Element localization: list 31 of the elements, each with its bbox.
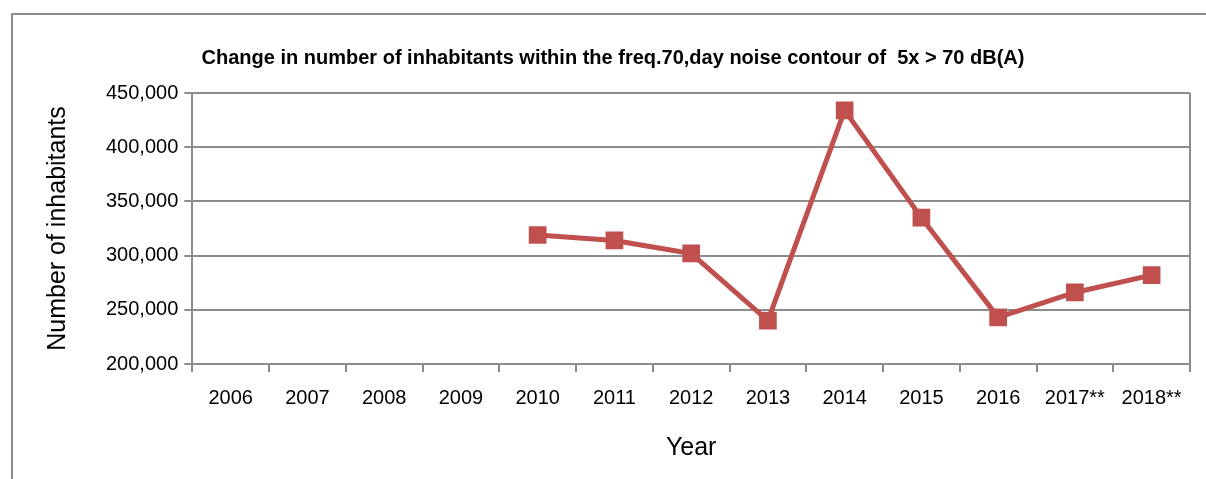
x-tick-label: 2010 xyxy=(515,385,560,408)
y-axis-title: Number of inhabitants xyxy=(41,106,70,351)
x-axis-title: Year xyxy=(665,431,717,460)
point xyxy=(759,311,777,330)
y-tick-label: 200,000 xyxy=(106,351,179,374)
x-tick-label: 2009 xyxy=(438,385,484,408)
x-tick-label: 2014 xyxy=(822,385,867,408)
point xyxy=(1142,266,1161,284)
point xyxy=(835,101,854,120)
x-tick-label: 2006 xyxy=(208,385,253,408)
x-tick-label: 2008 xyxy=(361,385,407,408)
y-tick-label: 400,000 xyxy=(106,134,179,157)
x-tick-label: 2018** xyxy=(1121,385,1182,408)
y-tick-label: 450,000 xyxy=(106,80,179,103)
point xyxy=(528,226,547,244)
x-tick-label: 2007 xyxy=(285,385,330,408)
y-tick-label: 350,000 xyxy=(106,188,179,211)
x-tick-label: 2011 xyxy=(592,385,636,408)
chart-title: Change in number of inhabitants within the freq.70,day noise contour of 5x > 70 dB(A) xyxy=(201,45,1025,68)
y-tick-label: 300,000 xyxy=(106,243,179,266)
x-tick-label: 2012 xyxy=(668,385,714,408)
x-tick-label: 2017** xyxy=(1044,385,1106,408)
x-tick-label: 2016 xyxy=(975,385,1021,408)
x-tick-label: 2015 xyxy=(899,385,944,408)
point xyxy=(912,208,931,227)
point xyxy=(682,244,700,263)
x-tick-label: 2013 xyxy=(745,385,791,408)
point xyxy=(1066,283,1084,302)
point xyxy=(605,231,624,250)
y-tick-label: 250,000 xyxy=(106,297,179,320)
point xyxy=(989,308,1007,327)
